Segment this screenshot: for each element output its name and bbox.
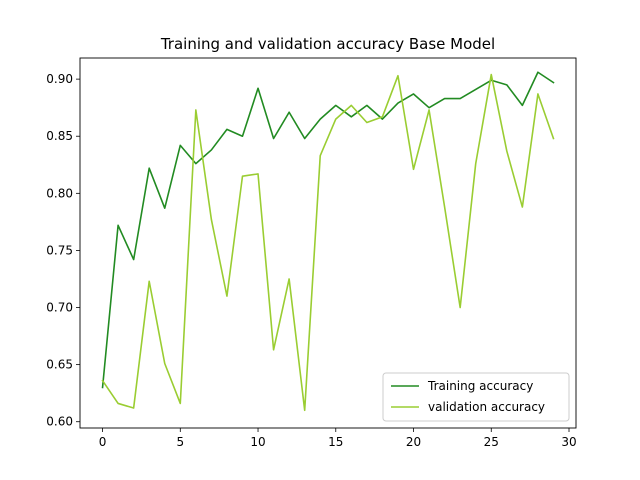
x-tick-label: 25 — [484, 435, 499, 449]
y-tick-label: 0.60 — [46, 415, 73, 429]
y-tick-label: 0.70 — [46, 301, 73, 315]
x-tick-label: 30 — [561, 435, 576, 449]
y-tick-label: 0.75 — [46, 243, 73, 257]
y-tick-label: 0.90 — [46, 72, 73, 86]
x-tick-label: 5 — [176, 435, 184, 449]
y-tick-label: 0.85 — [46, 129, 73, 143]
chart-title: Training and validation accuracy Base Mo… — [160, 35, 495, 53]
y-axis: 0.60 0.65 0.70 0.75 0.80 0.85 0.90 — [46, 72, 80, 429]
legend: Training accuracy validation accuracy — [382, 372, 570, 422]
legend-box — [382, 372, 570, 422]
legend-label-validation-accuracy: validation accuracy — [428, 400, 545, 414]
plot-lines — [101, 71, 555, 412]
series-line-validation-accuracy — [101, 73, 555, 412]
plot-area-frame — [79, 57, 577, 429]
x-tick-label: 10 — [250, 435, 265, 449]
x-tick-label: 20 — [406, 435, 421, 449]
y-tick-label: 0.65 — [46, 358, 73, 372]
x-tick-label: 15 — [328, 435, 343, 449]
x-axis: 0 5 10 15 20 25 30 — [99, 428, 577, 449]
series-line-training-accuracy — [101, 71, 555, 389]
legend-label-training-accuracy: Training accuracy — [427, 379, 533, 393]
x-tick-label: 0 — [99, 435, 107, 449]
y-tick-label: 0.80 — [46, 186, 73, 200]
